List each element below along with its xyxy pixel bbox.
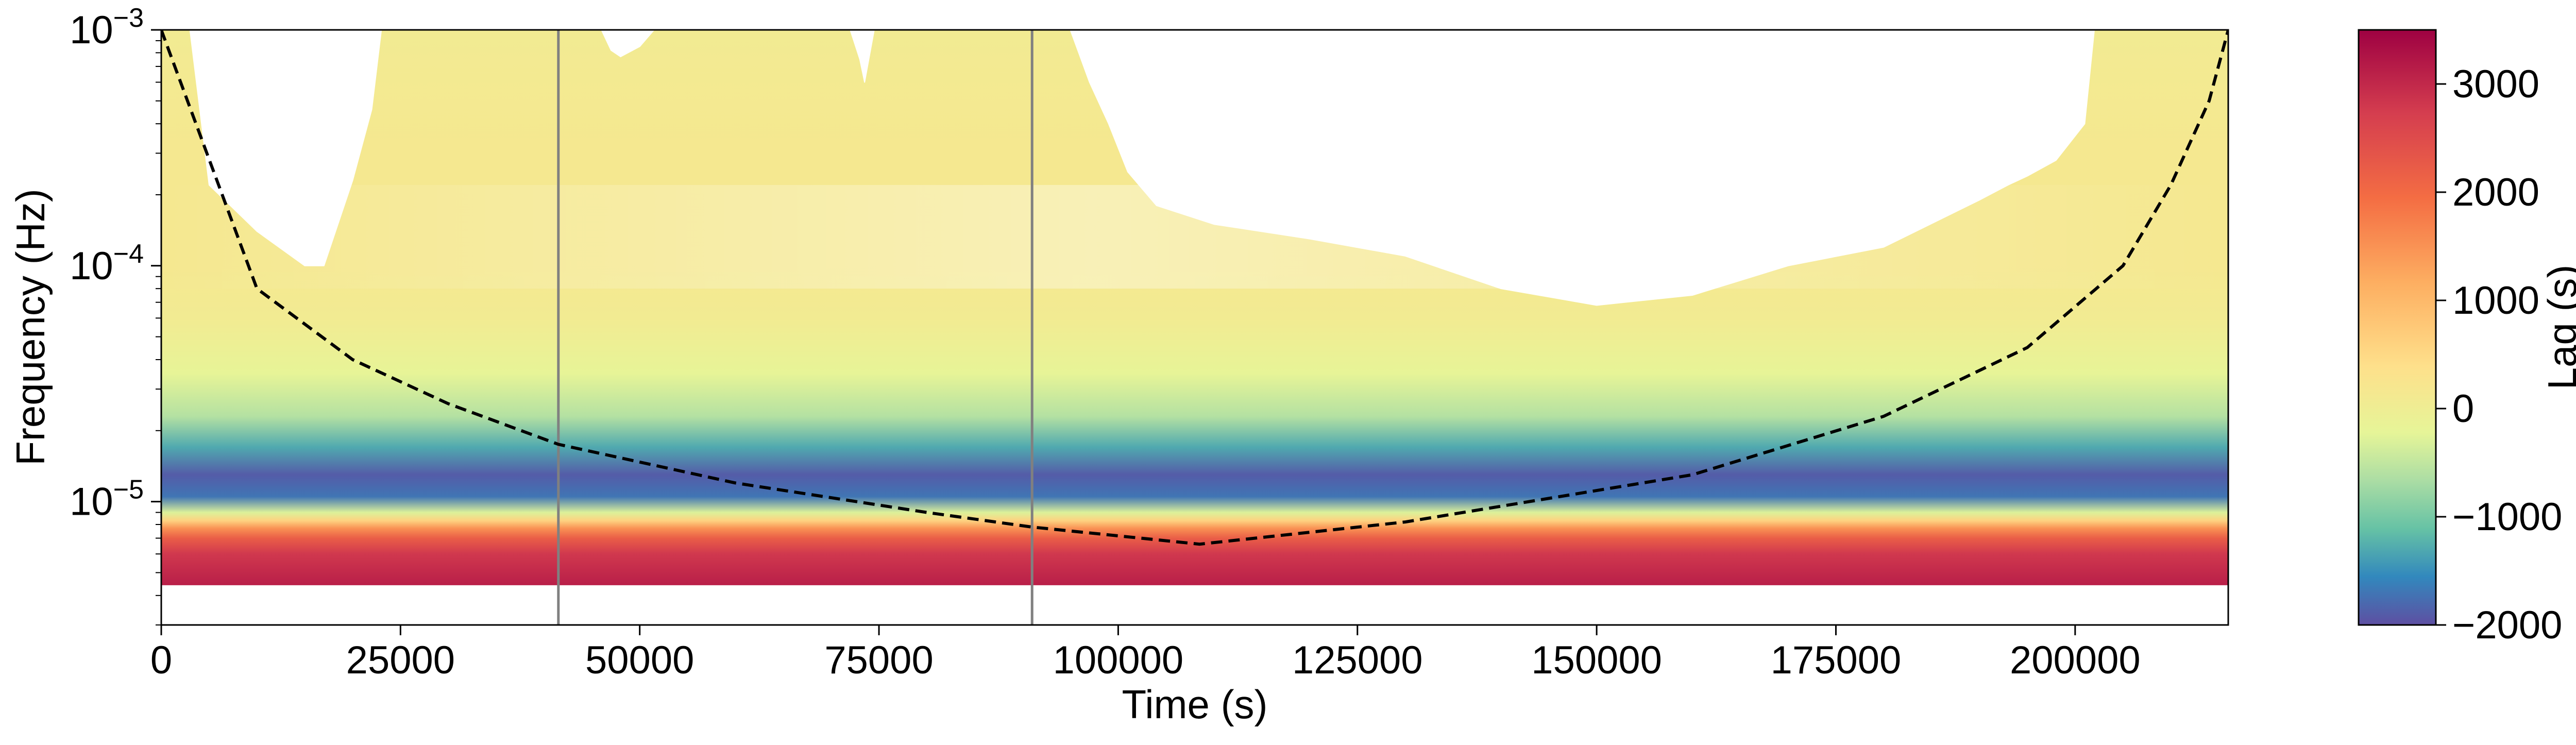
x-tick-label: 0	[150, 638, 172, 682]
colorbar-tick-label: 1000	[2452, 279, 2539, 323]
x-tick-label: 50000	[585, 638, 694, 682]
y-axis-label: Frequency (Hz)	[8, 189, 53, 465]
plot-area: 0 25000 50000 75000 100000 125000 150000 175000…	[8, 3, 2229, 727]
colorbar-tick-label: 0	[2452, 387, 2474, 431]
y-tick-label: 10−3	[70, 3, 144, 52]
x-tick-label: 100000	[1053, 638, 1184, 682]
colorbar-ticks: −2000 −1000 0 1000 2000 3000	[2436, 62, 2562, 647]
y-axis: 10−5 10−4 10−3	[70, 3, 161, 625]
colorbar-tick-label: 3000	[2452, 62, 2539, 106]
x-tick-label: 75000	[824, 638, 933, 682]
plot-frame	[160, 29, 2229, 626]
colorbar-tick-label: 2000	[2452, 171, 2539, 214]
x-axis-label: Time (s)	[1122, 682, 1267, 727]
colorbar: −2000 −1000 0 1000 2000 3000 Lag (s)	[2358, 29, 2576, 647]
x-axis: 0 25000 50000 75000 100000 125000 150000 175000…	[150, 625, 2141, 682]
masked-region	[161, 585, 2228, 625]
colorbar-ramp	[2358, 29, 2437, 626]
masked-region	[850, 30, 875, 83]
cone-of-influence-line	[161, 30, 2228, 546]
vertical-markers	[557, 30, 1033, 625]
x-tick-label: 150000	[1531, 638, 1662, 682]
masked-regions	[161, 30, 2228, 625]
x-tick-label: 125000	[1292, 638, 1423, 682]
x-tick-label: 25000	[346, 638, 455, 682]
x-tick-label: 200000	[2010, 638, 2141, 682]
y-tick-label: 10−4	[70, 239, 144, 288]
masked-region	[601, 30, 655, 57]
masked-region	[1070, 30, 2095, 306]
y-tick-label: 10−5	[70, 475, 144, 524]
colorbar-tick-label: −1000	[2452, 495, 2562, 539]
colorbar-label: Lag (s)	[2539, 265, 2576, 390]
x-tick-label: 175000	[1771, 638, 1902, 682]
colorbar-tick-label: −2000	[2452, 603, 2562, 647]
